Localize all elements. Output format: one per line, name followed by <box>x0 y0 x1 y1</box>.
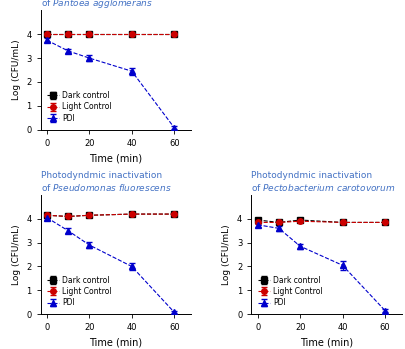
Text: Photodyndmic inactivation
of $\it{Pectobacterium\ carotovorum}$: Photodyndmic inactivation of $\it{Pectob… <box>251 171 395 193</box>
Y-axis label: Log (CFU/mL): Log (CFU/mL) <box>12 40 21 100</box>
Legend: Dark control, Light Control, PDI: Dark control, Light Control, PDI <box>44 273 114 310</box>
X-axis label: Time (min): Time (min) <box>89 338 142 348</box>
Text: Photodyndmic inactivation
of $\it{Pseudomonas\ fluorescens}$: Photodyndmic inactivation of $\it{Pseudo… <box>40 171 171 193</box>
Legend: Dark control, Light Control, PDI: Dark control, Light Control, PDI <box>44 88 114 126</box>
X-axis label: Time (min): Time (min) <box>89 153 142 163</box>
X-axis label: Time (min): Time (min) <box>299 338 352 348</box>
Y-axis label: Log (CFU/mL): Log (CFU/mL) <box>12 224 21 285</box>
Legend: Dark control, Light Control, PDI: Dark control, Light Control, PDI <box>255 273 325 310</box>
Text: Photodyndmic inactivation
of $\it{Pantoea\ agglomerans}$: Photodyndmic inactivation of $\it{Pantoe… <box>40 0 161 10</box>
Y-axis label: Log (CFU/mL): Log (CFU/mL) <box>222 224 231 285</box>
